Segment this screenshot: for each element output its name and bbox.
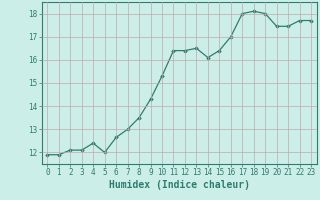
X-axis label: Humidex (Indice chaleur): Humidex (Indice chaleur) bbox=[109, 180, 250, 190]
